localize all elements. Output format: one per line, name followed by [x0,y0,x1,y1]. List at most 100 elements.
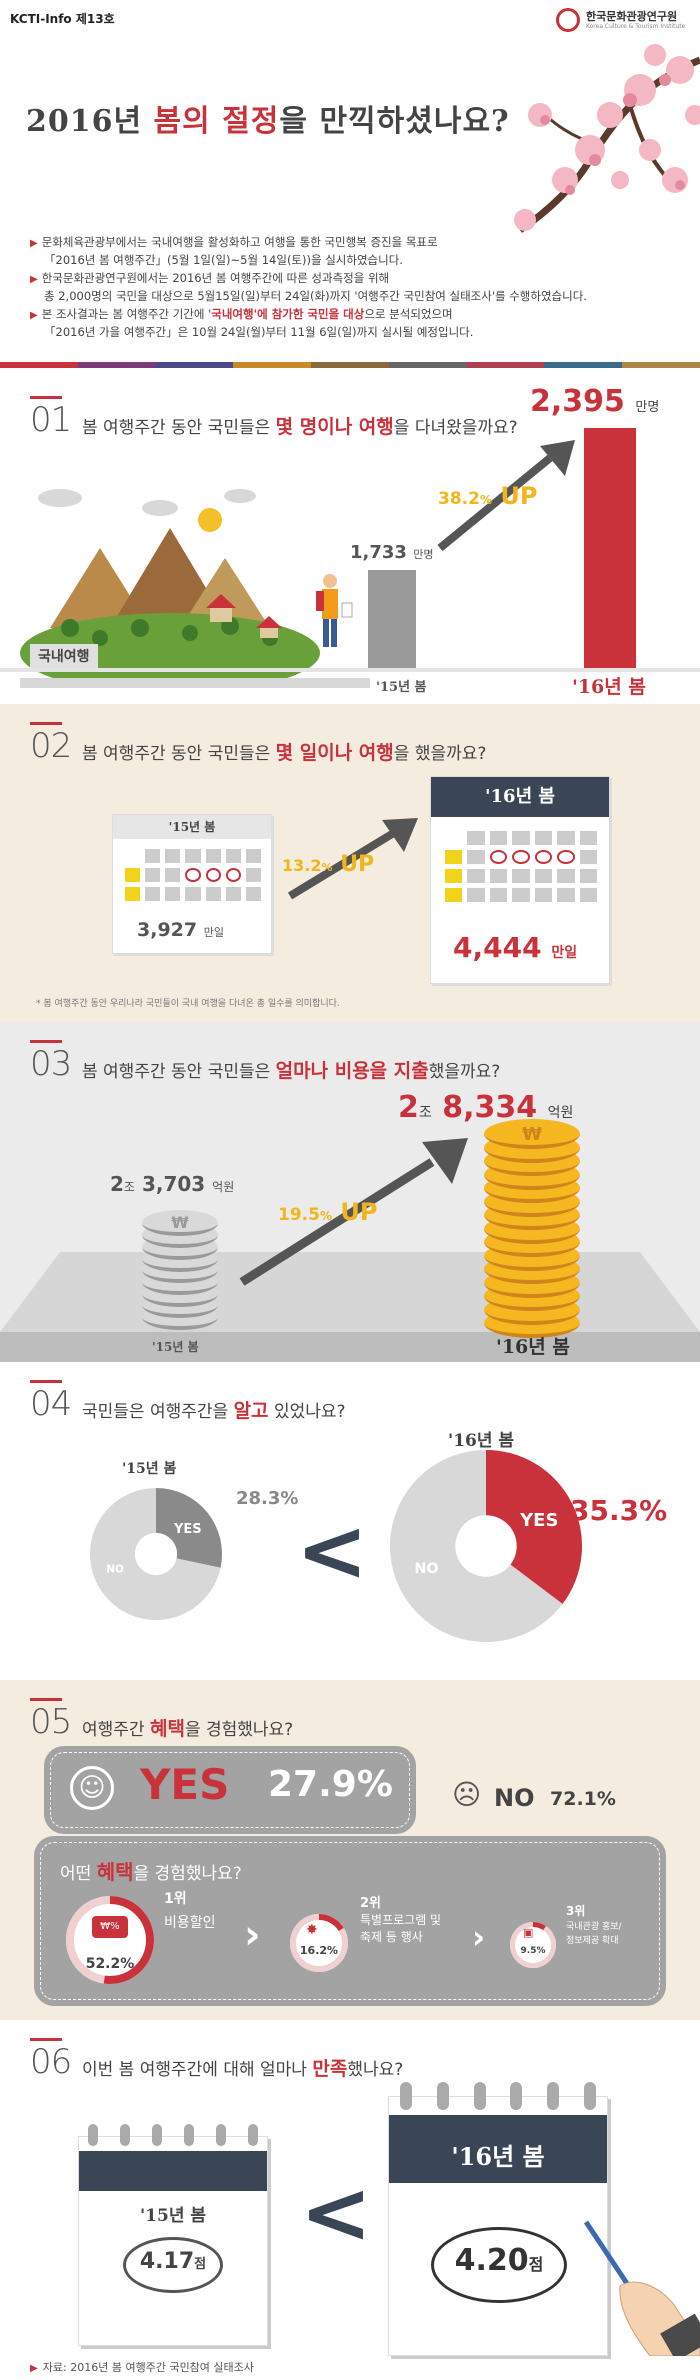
chevron-right-icon: › [244,1912,261,1958]
rank-2-text: 특별프로그램 및 축제 등 행사 [360,1912,441,1946]
value-16: 2,395 만명 [530,384,659,419]
section-number: 03 [30,1044,72,1084]
stripe-segment [233,362,312,368]
intro-emphasis: 국내여행'에 참가한 국민을 대상 [211,307,365,321]
growth-up: UP [340,1198,378,1226]
color-stripe [0,362,700,368]
score-value: 4.20점 [431,2243,567,2278]
rank-3-pct: 9.5% [520,1946,546,1956]
score-circle [123,2237,223,2293]
val-number: 1,733 [350,542,407,563]
year-label-15: '15년 봄 [139,2206,207,2226]
section-number: 04 [30,1384,72,1424]
calendar-value: 3,927 만일 [137,919,224,941]
section-question: 이번 봄 여행주간에 대해 얼마나 만족했나요? [82,2054,403,2081]
stripe-segment [155,362,234,368]
q-text: 봄 여행주간 동안 국민들은 [82,744,276,764]
institute-logo: 한국문화관광연구원 Korea Culture & Tourism Instit… [556,6,696,36]
cherry-blossom-icon [514,44,700,233]
pad-rings [88,2124,258,2146]
pie-slice-yes [486,1450,582,1604]
ring-bg [66,1896,154,1984]
no-label: NO [494,1784,535,1812]
growth-up: UP [500,482,538,510]
pie-yes-label: YES [173,1522,202,1537]
section-marker [30,396,62,399]
rank-3-text: 국내관광 홍보/ 정보제공 확대 [566,1920,622,1948]
q-emphasis: 알고 [233,1400,269,1422]
val-unit: 억원 [547,1105,574,1121]
calendar-grid [125,849,261,901]
section-05: 05 여행주간 혜택을 경험했나요? ☺ YES 27.9% ☹ NO 72.1… [0,1680,700,2020]
bar-16 [584,428,636,668]
intro-item-1: ▶ 문화체육관광부에서는 국내여행을 활성화하고 여행을 통한 국민행복 증진을 … [30,234,670,269]
growth-pct: 13.2 [282,856,322,875]
rank-1-ring [66,1896,154,1984]
val-unit: 만일 [203,926,224,939]
rank-text-line: 특별프로그램 및 [360,1913,442,1927]
bullet-triangle-icon: ▶ [30,310,38,321]
festival-icon: ✸ [306,1922,318,1938]
section-number: 05 [30,1702,72,1742]
hand-pen-icon [583,2220,700,2356]
up-arrow-icon [239,1138,468,1286]
growth-label: 13.2% UP [282,852,374,877]
year-label-15: '15년 봄 [152,1340,199,1354]
stripe-segment [466,362,545,368]
val-unit: 만명 [413,548,434,561]
val-number: 3,703 [141,1172,206,1196]
q-emphasis: 몇 명이나 여행 [275,416,394,438]
rank-text-line: 국내관광 홍보/ [566,1922,622,1932]
coin [484,1119,580,1149]
val-unit: 조 [123,1180,135,1194]
val-unit: 만명 [635,400,660,415]
main-title: 2016년 봄의 절정을 만끽하셨나요? [26,96,510,140]
growth-unit: % [479,493,492,507]
coin-stack-16-icon: ₩ [484,1119,584,1342]
less-than-icon: < [300,2163,373,2263]
stripe-segment [0,362,78,368]
section-marker [30,722,62,725]
year-label-16: '16년 봄 [451,2142,545,2171]
rank-1-text: 비용할인 [164,1915,216,1931]
section-marker [30,1698,62,1701]
pad-header [79,2151,267,2191]
calendar-year: '16년 봄 [431,777,609,817]
val-unit: 억원 [212,1180,235,1194]
score-circle [431,2227,567,2303]
pie-chart-16: YES NO [390,1450,582,1642]
score-value: 4.17점 [123,2249,223,2274]
rank-3-label: 3위 [566,1904,586,1918]
stripe-segment [622,362,700,368]
pie-no-label: NO [414,1561,438,1577]
smile-icon: ☺ [70,1766,114,1810]
section-03: 03 봄 여행주간 동안 국민들은 얼마나 비용을 지출했을까요? 2조 3,7… [0,1022,700,1362]
bar-15 [368,570,416,668]
issue-label: KCTI-Info 제13호 [10,12,115,26]
q-text: 있었나요? [268,1402,346,1422]
intro-text: 본 조사결과는 봄 여행주간 기간에 ' [41,307,212,321]
bullet-triangle-icon: ▶ [30,2363,38,2374]
discount-card-icon: ₩% [92,1916,128,1938]
calendar-value: 4,444 만일 [453,931,577,964]
growth-label: 19.5% UP [278,1198,377,1226]
domestic-travel-label: 국내여행 [30,644,98,668]
q-emphasis: 몇 일이나 여행 [275,742,394,764]
intro-text: 한국문화관광연구원에서는 2016년 봄 여행주간에 따른 성과측정을 위해 [41,271,390,285]
pie-yes-label: YES [519,1510,558,1531]
q-emphasis: 만족 [312,2058,348,2080]
yes-pct: 27.9% [268,1764,393,1805]
val-number: 2 [110,1172,124,1196]
year-label-16: '16년 봄 [496,1336,570,1358]
yes-label: YES [140,1760,230,1809]
year-label-16: '16년 봄 [572,676,646,698]
pad-rings [400,2082,596,2110]
growth-unit: % [319,1209,332,1223]
growth-up: UP [340,852,375,877]
coin [142,1210,218,1237]
section-marker [30,2038,62,2041]
pie-chart-15: YES NO [90,1488,222,1620]
baseline [0,668,700,672]
val-unit: 점 [528,2255,544,2274]
rank-2-ring [290,1914,348,1972]
